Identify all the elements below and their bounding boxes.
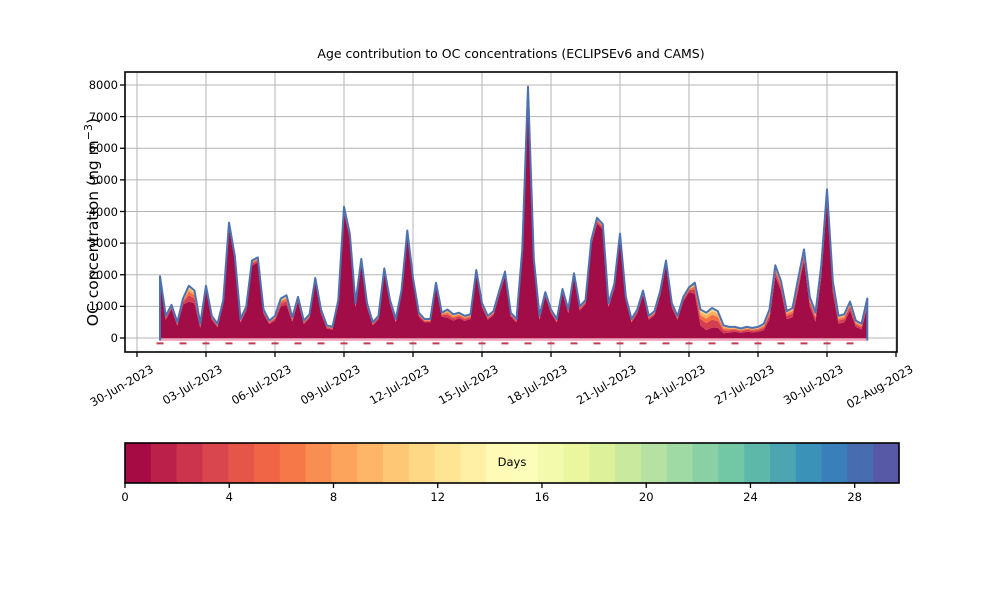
daily-marker <box>156 342 164 345</box>
colorbar-segment <box>589 443 616 483</box>
daily-marker <box>340 342 348 345</box>
colorbar-segment <box>537 443 565 483</box>
daily-marker <box>639 342 647 345</box>
daily-marker <box>708 342 716 345</box>
daily-marker <box>570 342 578 345</box>
daily-marker <box>547 342 555 345</box>
total-line <box>159 85 869 341</box>
colorbar-tick-label: 4 <box>225 490 233 504</box>
daily-marker <box>662 342 670 345</box>
colorbar-segment <box>125 443 152 483</box>
daily-marker <box>754 342 762 345</box>
y-tick-label: 4000 <box>88 204 118 219</box>
y-tick-label: 8000 <box>88 78 118 92</box>
daily-marker <box>823 342 831 345</box>
daily-marker <box>271 342 279 345</box>
daily-marker <box>478 342 486 345</box>
colorbar-segment <box>254 443 281 483</box>
colorbar-segment <box>357 443 384 483</box>
daily-marker <box>846 342 854 345</box>
colorbar-outline <box>124 442 900 484</box>
colorbar-segment <box>873 443 900 483</box>
colorbar-label: Days <box>497 455 527 469</box>
colorbar-segment <box>615 443 642 483</box>
colorbar-tick-label: 12 <box>430 490 446 504</box>
colorbar-segment <box>563 443 590 483</box>
colorbar-tick-label: 20 <box>638 490 654 504</box>
chart-title: Age contribution to OC concentrations (E… <box>317 46 705 61</box>
daily-marker <box>179 342 187 345</box>
colorbar-segment <box>202 443 229 483</box>
daily-marker <box>593 342 601 345</box>
colorbar-segment <box>641 443 668 483</box>
y-tick-label: 2000 <box>88 267 118 282</box>
colorbar-segment <box>331 443 358 483</box>
colorbar-segment <box>460 443 487 483</box>
daily-marker <box>501 342 509 345</box>
colorbar-segment <box>383 443 410 483</box>
daily-marker <box>455 342 463 345</box>
daily-marker <box>731 342 739 345</box>
daily-marker <box>777 342 785 345</box>
daily-marker <box>524 342 532 345</box>
y-tick-label: 3000 <box>88 236 118 251</box>
daily-marker <box>363 342 371 345</box>
daily-marker <box>386 342 394 345</box>
colorbar-tick-label: 28 <box>847 490 862 504</box>
daily-marker <box>432 342 440 345</box>
daily-marker <box>225 342 233 345</box>
daily-marker <box>248 342 256 345</box>
daily-marker <box>685 342 693 345</box>
y-tick-label: 1000 <box>88 299 118 314</box>
y-tick-label: 5000 <box>88 172 118 187</box>
colorbar-tick-label: 24 <box>743 490 758 504</box>
y-tick-label: 7000 <box>88 109 118 124</box>
colorbar-segment <box>305 443 332 483</box>
colorbar-segment <box>847 443 874 483</box>
colorbar-segment <box>486 443 513 483</box>
colorbar-segment <box>408 443 436 483</box>
daily-marker <box>800 342 808 345</box>
daily-marker <box>409 342 417 345</box>
colorbar-segment <box>821 443 848 483</box>
colorbar-segment <box>744 443 771 483</box>
colorbar-tick-label: 0 <box>121 490 129 504</box>
daily-marker <box>202 342 210 345</box>
age-band-area-0 <box>160 93 868 341</box>
colorbar-segment <box>434 443 461 483</box>
colorbar-segment <box>176 443 203 483</box>
colorbar-tick-label: 8 <box>329 490 338 504</box>
y-tick-label: 0 <box>110 331 118 345</box>
colorbar-segment <box>228 443 255 483</box>
colorbar-segment <box>795 443 823 483</box>
colorbar-tick-label: 16 <box>534 490 550 504</box>
colorbar-segment <box>770 443 797 483</box>
colorbar-segment <box>692 443 719 483</box>
y-tick-label: 6000 <box>88 141 118 156</box>
colorbar-segment <box>666 443 694 483</box>
daily-marker <box>294 342 302 345</box>
daily-marker <box>317 342 325 345</box>
colorbar-segment <box>512 443 539 483</box>
daily-marker <box>616 342 624 345</box>
colorbar-segment <box>150 443 178 483</box>
colorbar-segment <box>279 443 307 483</box>
colorbar-segment <box>718 443 745 483</box>
